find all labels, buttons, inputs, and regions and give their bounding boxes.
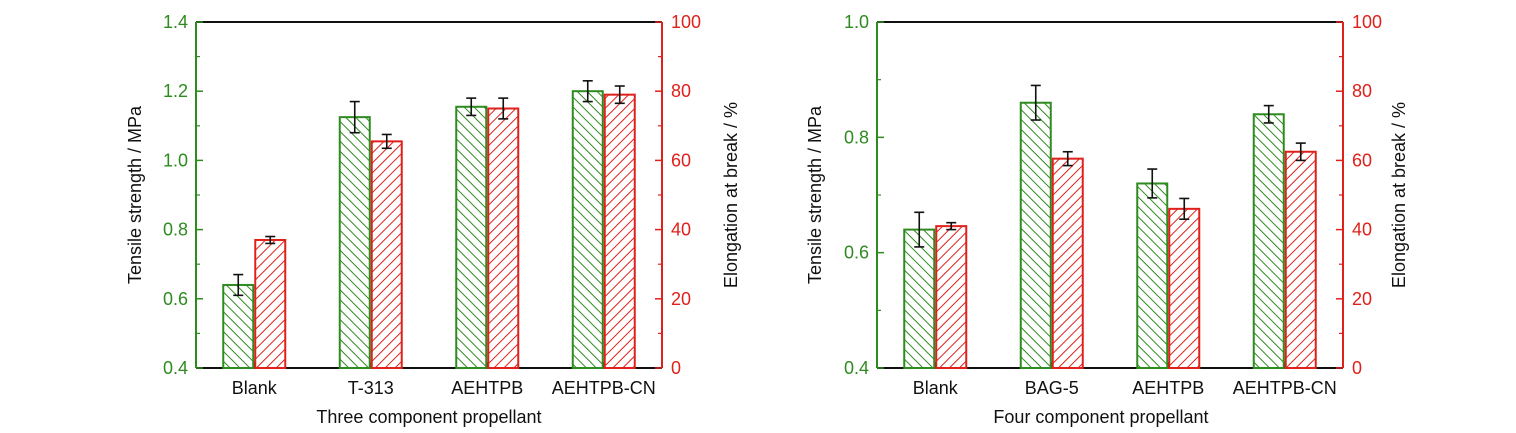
error-bar-tensile-strength xyxy=(582,80,593,103)
error-bar-elongation xyxy=(381,133,392,150)
x-axis-title: Four component propellant xyxy=(993,407,1208,427)
y-tick-label-right: 60 xyxy=(1352,150,1372,170)
error-bar-tensile-strength xyxy=(914,211,925,248)
x-tick-label: AEHTPB-CN xyxy=(552,378,656,398)
y-tick-label-left: 0.4 xyxy=(163,358,188,378)
error-bar-tensile-strength xyxy=(233,273,244,297)
y-tick-label-right: 80 xyxy=(1352,81,1372,101)
error-bar-tensile-strength xyxy=(349,100,360,134)
y-tick-label-left: 0.8 xyxy=(163,220,188,240)
error-bar-elongation xyxy=(1295,142,1306,162)
x-tick-label: BAG-5 xyxy=(1025,378,1079,398)
y-tick-label-left: 0.4 xyxy=(844,358,869,378)
x-tick-label: T-313 xyxy=(348,378,394,398)
error-bar-elongation xyxy=(614,85,625,105)
y-tick-label-left: 0.8 xyxy=(844,127,869,147)
error-bar-tensile-strength xyxy=(1030,84,1041,121)
bar-elongation xyxy=(487,107,520,369)
y-tick-label-right: 40 xyxy=(671,220,691,240)
y-tick-label-left: 0.6 xyxy=(163,289,188,309)
y-tick-label-right: 20 xyxy=(1352,289,1372,309)
y-axis-title-right: Elongation at break / % xyxy=(721,102,741,288)
y-tick-label-right: 100 xyxy=(671,12,701,32)
bar-elongation xyxy=(603,93,636,369)
bar-tensile-strength xyxy=(903,228,936,369)
error-bar-elongation xyxy=(498,97,509,120)
bar-tensile-strength xyxy=(571,90,604,369)
bar-elongation xyxy=(1284,150,1317,369)
y-tick-label-right: 60 xyxy=(671,150,691,170)
bar-elongation xyxy=(254,238,287,369)
y-tick-label-left: 1.4 xyxy=(163,12,188,32)
x-tick-label: AEHTPB xyxy=(451,378,523,398)
bar-elongation xyxy=(1051,157,1084,369)
x-tick-label: Blank xyxy=(232,378,278,398)
bar-tensile-strength xyxy=(1252,113,1285,370)
y-tick-label-right: 0 xyxy=(671,358,681,378)
error-bar-elongation xyxy=(1062,150,1073,167)
x-tick-label: AEHTPB-CN xyxy=(1233,378,1337,398)
error-bar-tensile-strength xyxy=(1263,104,1274,124)
y-axis-title-left: Tensile strength / MPa xyxy=(805,105,825,284)
bar-elongation xyxy=(370,140,403,369)
y-tick-label-right: 20 xyxy=(671,289,691,309)
y-tick-label-right: 80 xyxy=(671,81,691,101)
bar-tensile-strength xyxy=(222,283,255,369)
y-tick-label-left: 0.6 xyxy=(844,243,869,263)
y-tick-label-right: 0 xyxy=(1352,358,1362,378)
bar-tensile-strength xyxy=(1019,101,1052,369)
y-tick-label-right: 100 xyxy=(1352,12,1382,32)
x-tick-label: AEHTPB xyxy=(1132,378,1204,398)
x-axis-title: Three component propellant xyxy=(316,407,541,427)
y-axis-title-right: Elongation at break / % xyxy=(1389,102,1409,288)
y-tick-label-left: 1.0 xyxy=(163,150,188,170)
bar-tensile-strength xyxy=(338,116,371,370)
chart-panel-three-component: Three component propellant Tensile stren… xyxy=(125,12,741,427)
bar-elongation xyxy=(935,225,968,369)
bar-tensile-strength xyxy=(455,105,488,370)
x-tick-label: Blank xyxy=(913,378,959,398)
error-bar-tensile-strength xyxy=(466,97,477,117)
error-bar-elongation xyxy=(265,235,276,245)
chart-panel-four-component: Four component propellant Tensile streng… xyxy=(805,12,1409,427)
bar-elongation xyxy=(1168,207,1201,369)
error-bar-elongation xyxy=(946,221,957,231)
y-tick-label-right: 40 xyxy=(1352,220,1372,240)
error-bar-tensile-strength xyxy=(1147,168,1158,199)
y-tick-label-left: 1.2 xyxy=(163,81,188,101)
bar-tensile-strength xyxy=(1136,182,1169,369)
y-axis-title-left: Tensile strength / MPa xyxy=(125,105,145,284)
error-bar-elongation xyxy=(1179,197,1190,221)
y-tick-label-left: 1.0 xyxy=(844,12,869,32)
